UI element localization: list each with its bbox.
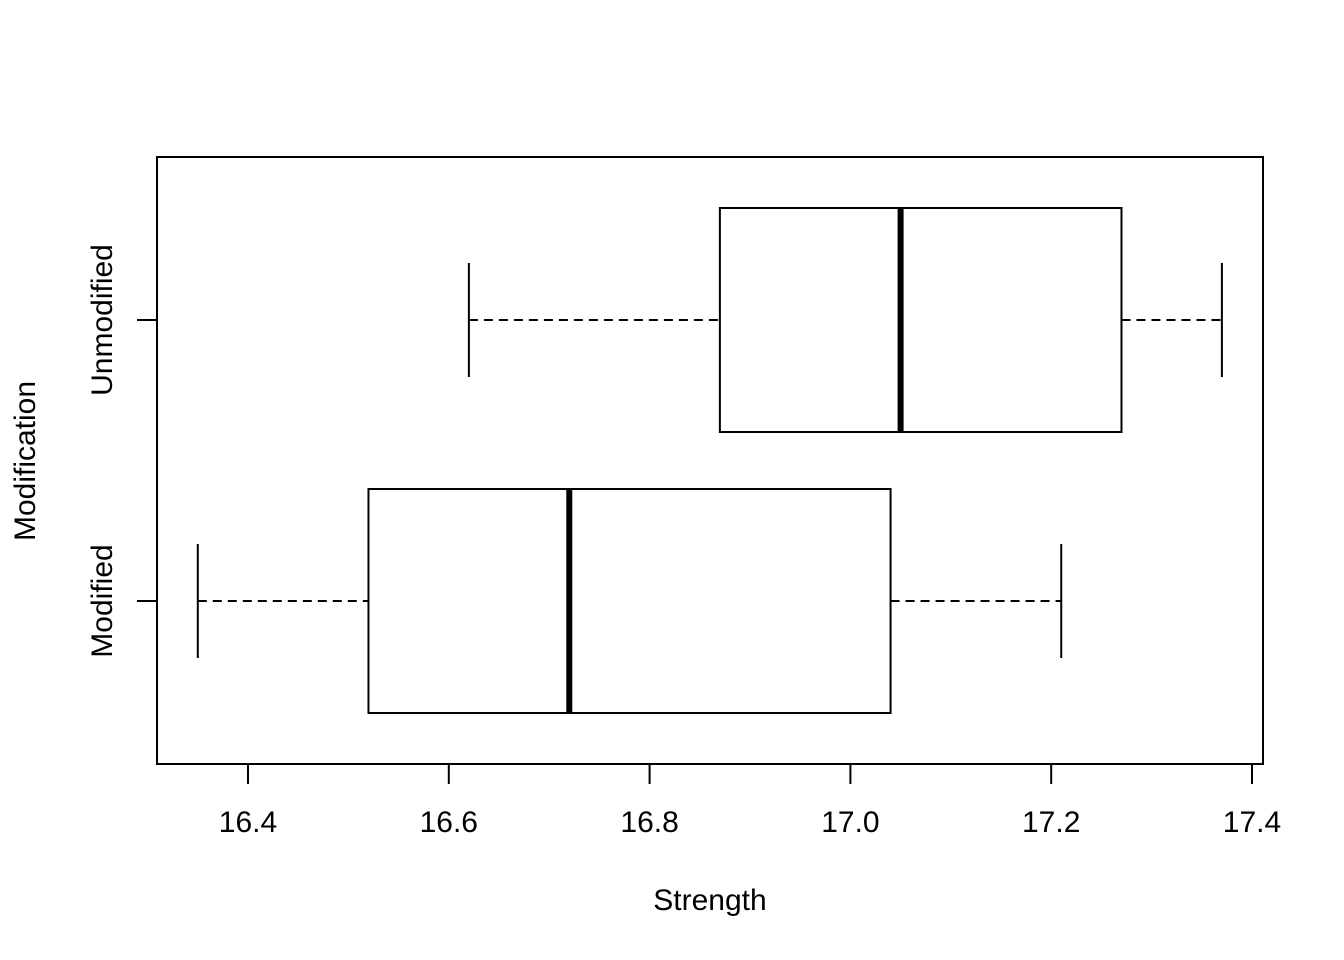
x-tick-label: 16.8 <box>620 806 678 839</box>
x-axis-title: Strength <box>653 884 766 917</box>
y-axis: Modified Unmodified <box>86 244 157 658</box>
box-series <box>196 207 1223 714</box>
x-tick-label: 17.4 <box>1223 806 1281 839</box>
x-tick-label: 17.0 <box>821 806 879 839</box>
x-tick-label: 16.6 <box>420 806 478 839</box>
x-tick-label: 17.2 <box>1022 806 1080 839</box>
iqr-box <box>718 207 1123 433</box>
y-axis-title: Modification <box>9 381 42 541</box>
x-axis: 16.4 16.6 16.8 17.0 17.2 17.4 <box>219 763 1281 839</box>
iqr-box <box>367 488 892 714</box>
x-tick-label: 16.4 <box>219 806 277 839</box>
y-tick-label: Unmodified <box>86 244 119 396</box>
box-unmodified <box>467 207 1223 433</box>
y-tick-label: Modified <box>86 544 119 657</box>
box-modified <box>196 488 1063 714</box>
